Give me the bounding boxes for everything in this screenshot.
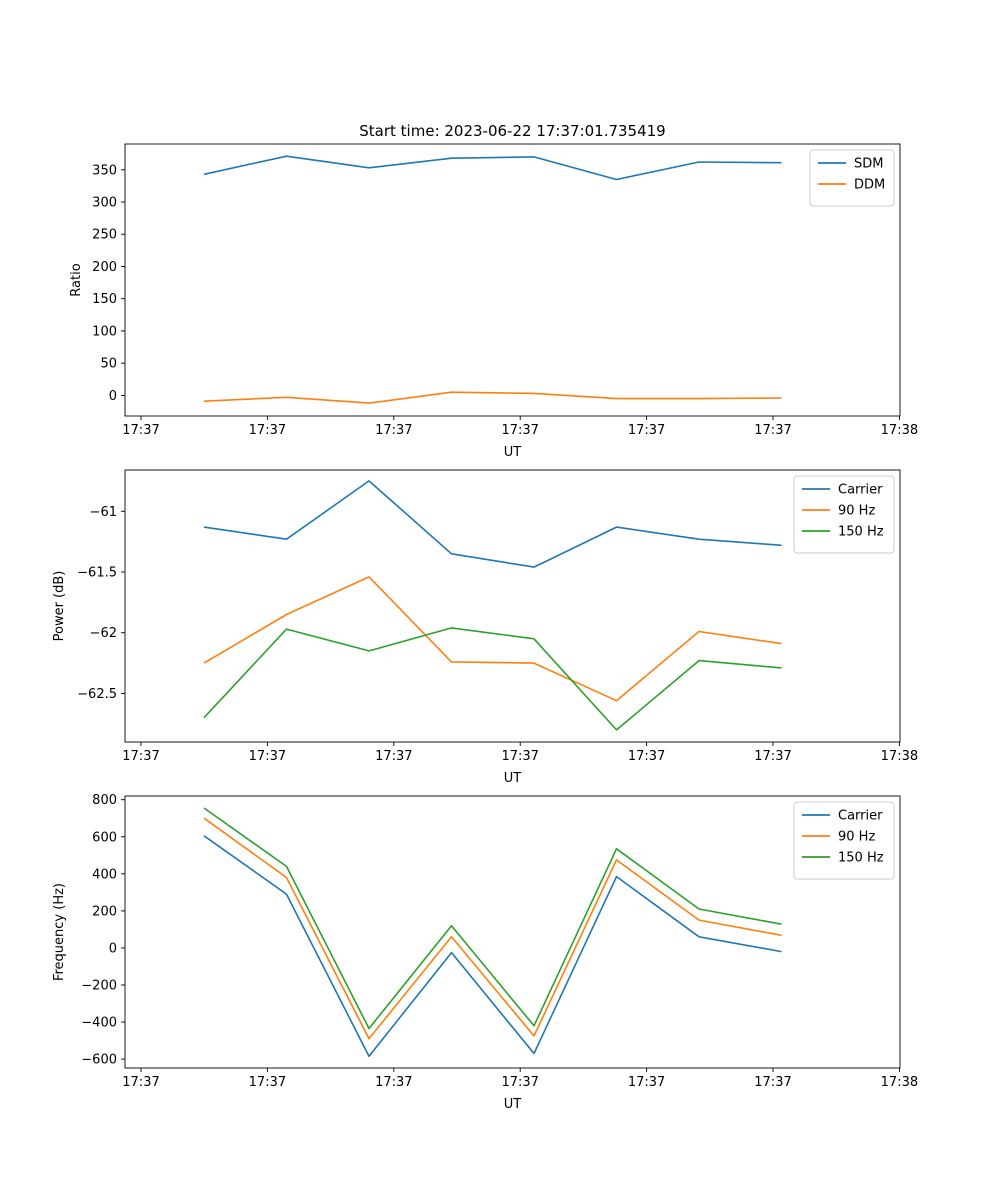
x-tick-label: 17:37 bbox=[501, 423, 538, 438]
series-line-150-hz bbox=[203, 807, 782, 1030]
x-tick-label: 17:37 bbox=[628, 1075, 665, 1090]
y-tick-label: 400 bbox=[92, 867, 117, 882]
x-tick-label: 17:38 bbox=[881, 1075, 918, 1090]
legend: Carrier 90 Hz 150 Hz bbox=[793, 801, 895, 880]
legend-label-ddm: DDM bbox=[854, 178, 885, 193]
y-tick-label: −200 bbox=[81, 978, 117, 993]
legend: Carrier 90 Hz 150 Hz bbox=[793, 475, 895, 554]
x-axis-label: UT bbox=[504, 771, 522, 786]
legend-label-90-hz: 90 Hz bbox=[838, 830, 875, 845]
legend-label-carrier: Carrier bbox=[838, 809, 883, 824]
x-tick-label: 17:37 bbox=[122, 1075, 159, 1090]
y-tick-label: −62 bbox=[90, 626, 117, 641]
x-tick-label: 17:37 bbox=[375, 749, 412, 764]
series-line-carrier bbox=[203, 480, 782, 568]
legend-box bbox=[793, 801, 895, 880]
axes-frame bbox=[124, 469, 901, 743]
y-tick-label: −62.5 bbox=[77, 687, 117, 702]
y-tick-label: −400 bbox=[81, 1016, 117, 1031]
x-axis-label: UT bbox=[504, 445, 522, 460]
y-tick-label: 100 bbox=[92, 324, 117, 339]
y-tick-label: 300 bbox=[92, 196, 117, 211]
y-tick-label: 800 bbox=[92, 793, 117, 808]
y-tick-label: −600 bbox=[81, 1053, 117, 1068]
legend-box bbox=[809, 149, 895, 207]
y-tick-label: 200 bbox=[92, 904, 117, 919]
series-line-ddm bbox=[203, 391, 782, 404]
y-tick-label: −61 bbox=[90, 505, 117, 520]
x-tick-label: 17:37 bbox=[628, 423, 665, 438]
subplot-1: 17:37 17:37 17:37 17:37 17:37 17:37 17:38 UT 0 50… bbox=[69, 143, 918, 460]
x-tick-label: 17:37 bbox=[501, 1075, 538, 1090]
axes-frame bbox=[124, 795, 901, 1069]
series-line-carrier bbox=[203, 835, 782, 1058]
y-tick-label: 50 bbox=[100, 357, 117, 372]
x-tick-label: 17:37 bbox=[122, 749, 159, 764]
y-tick-label: 200 bbox=[92, 260, 117, 275]
x-tick-label: 17:37 bbox=[249, 423, 286, 438]
x-tick-label: 17:37 bbox=[249, 1075, 286, 1090]
series-line-90-hz bbox=[203, 576, 782, 702]
x-tick-label: 17:38 bbox=[881, 749, 918, 764]
x-tick-label: 17:37 bbox=[754, 749, 791, 764]
legend-label-90-hz: 90 Hz bbox=[838, 504, 875, 519]
y-axis-label: Ratio bbox=[69, 263, 84, 296]
y-tick-label: 0 bbox=[109, 941, 117, 956]
legend-box bbox=[793, 475, 895, 554]
x-axis-label: UT bbox=[504, 1097, 522, 1112]
y-tick-label: 600 bbox=[92, 830, 117, 845]
series-line-sdm bbox=[203, 155, 782, 181]
legend-label-150-hz: 150 Hz bbox=[838, 851, 884, 866]
y-axis-label: Power (dB) bbox=[52, 571, 67, 642]
y-tick-label: 250 bbox=[92, 228, 117, 243]
x-tick-label: 17:37 bbox=[501, 749, 538, 764]
axes-frame bbox=[124, 143, 901, 417]
x-tick-label: 17:37 bbox=[754, 1075, 791, 1090]
x-tick-label: 17:38 bbox=[881, 423, 918, 438]
x-tick-label: 17:37 bbox=[375, 423, 412, 438]
subplot-3: 17:37 17:37 17:37 17:37 17:37 17:37 17:38 UT −60… bbox=[52, 793, 918, 1112]
x-tick-label: 17:37 bbox=[628, 749, 665, 764]
legend: SDM DDM bbox=[809, 149, 895, 207]
x-tick-label: 17:37 bbox=[375, 1075, 412, 1090]
y-tick-label: −61.5 bbox=[77, 566, 117, 581]
series-line-90-hz bbox=[203, 817, 782, 1040]
x-tick-label: 17:37 bbox=[122, 423, 159, 438]
x-tick-label: 17:37 bbox=[754, 423, 791, 438]
series-line-150-hz bbox=[203, 627, 782, 731]
subplots: 17:37 17:37 17:37 17:37 17:37 17:37 17:38 UT 0 50… bbox=[52, 143, 918, 1112]
y-tick-label: 350 bbox=[92, 163, 117, 178]
y-tick-label: 0 bbox=[109, 389, 117, 404]
legend-label-150-hz: 150 Hz bbox=[838, 525, 884, 540]
figure-title: Start time: 2023-06-22 17:37:01.735419 bbox=[359, 122, 665, 140]
x-tick-label: 17:37 bbox=[249, 749, 286, 764]
subplot-2: 17:37 17:37 17:37 17:37 17:37 17:37 17:38 UT −61… bbox=[52, 469, 918, 786]
y-tick-label: 150 bbox=[92, 292, 117, 307]
y-axis-label: Frequency (Hz) bbox=[52, 883, 67, 981]
legend-label-carrier: Carrier bbox=[838, 483, 883, 498]
legend-label-sdm: SDM bbox=[854, 157, 883, 172]
